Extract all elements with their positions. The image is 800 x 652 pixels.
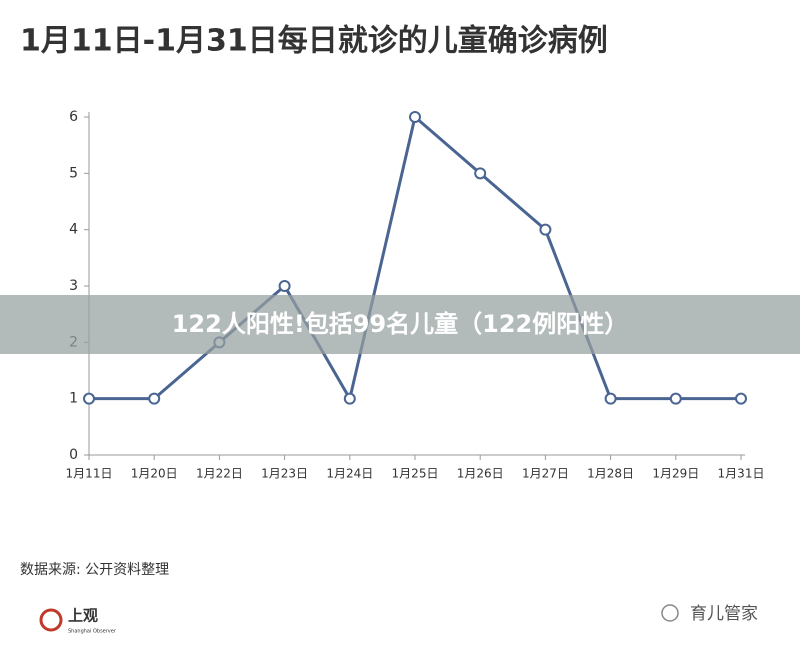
- data-point: [343, 392, 356, 405]
- watermark-icon: [661, 604, 679, 622]
- data-point: [474, 167, 487, 180]
- x-tick-label: 1月29日: [652, 467, 699, 481]
- x-tick-label: 1月26日: [457, 467, 504, 481]
- x-tick-label: 1月25日: [392, 467, 439, 481]
- y-tick-label: 3: [69, 278, 78, 294]
- y-tick-label: 5: [69, 165, 78, 181]
- watermark: 育儿管家: [690, 604, 758, 624]
- x-tick-label: 1月27日: [522, 467, 569, 481]
- x-tick-label: 1月28日: [587, 467, 634, 481]
- x-tick-label: 1月20日: [131, 467, 178, 481]
- data-point: [735, 392, 747, 405]
- overlay-caption: 122人阳性!包括99名儿童（122例阳性）: [172, 310, 629, 338]
- source-note: 数据来源: 公开资料整理: [20, 562, 169, 578]
- data-point: [604, 392, 617, 405]
- x-tick-label: 1月11日: [66, 467, 113, 481]
- data-point: [669, 392, 682, 405]
- logo-text: 上观: [68, 607, 98, 625]
- x-tick-label: 1月23日: [261, 467, 308, 481]
- logo-subtitle: Shanghai Observer: [68, 629, 117, 635]
- y-tick-label: 1: [69, 391, 78, 407]
- y-tick-label: 0: [69, 447, 78, 463]
- x-tick-label: 1月22日: [196, 467, 243, 481]
- plot-area: 01234561月11日1月20日1月22日1月23日1月24日1月25日1月2…: [66, 109, 765, 481]
- data-point: [539, 223, 552, 236]
- data-point: [278, 280, 291, 292]
- data-point: [148, 392, 161, 405]
- data-line: [89, 114, 741, 403]
- x-tick-label: 1月24日: [326, 467, 373, 481]
- data-point: [83, 392, 95, 405]
- y-tick-label: 4: [69, 222, 78, 238]
- data-point: [409, 111, 421, 123]
- overlay-banner: [0, 295, 800, 354]
- chart-title: 1月11日-1月31日每日就诊的儿童确诊病例: [20, 24, 608, 59]
- logo-icon: [39, 608, 63, 632]
- x-tick-label: 1月31日: [718, 467, 765, 481]
- y-tick-label: 6: [69, 109, 78, 125]
